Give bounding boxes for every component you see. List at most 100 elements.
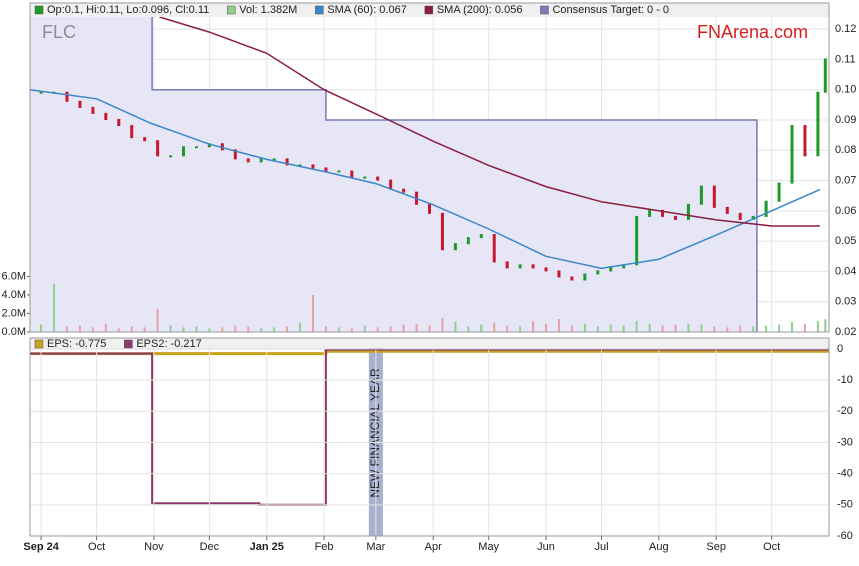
price-bar [259, 158, 263, 163]
volume-bar [415, 323, 418, 332]
volume-bar [570, 325, 573, 332]
price-bar [104, 112, 108, 120]
volume-bar [428, 325, 431, 332]
target-line [151, 17, 758, 332]
volume-bar [143, 327, 146, 332]
volume-bar [622, 325, 625, 332]
price-bar [298, 164, 302, 167]
volume-bar [156, 308, 159, 332]
volume-bar [454, 321, 457, 332]
legend-strip [30, 338, 829, 350]
volume-bar [609, 324, 612, 332]
x-tick-label: Dec [200, 541, 220, 553]
volume-bar [221, 327, 224, 332]
price-bar [324, 167, 328, 172]
y-tick-label: 0 [837, 343, 843, 355]
volume-bar [195, 326, 198, 332]
bottom-frame [29, 337, 830, 537]
volume-bar [91, 327, 94, 332]
bottom-panel [30, 338, 829, 536]
price-bar [725, 206, 729, 214]
price-bar [220, 143, 224, 151]
volume-bar [765, 325, 768, 332]
price-bar [557, 270, 561, 278]
legend-swatch [315, 5, 324, 15]
y-tick-label: -20 [837, 405, 853, 417]
y-tick-label: 0.02 [835, 326, 856, 338]
price-bar [337, 170, 341, 173]
volume-bar [739, 325, 742, 332]
volume-bar [532, 320, 535, 332]
volume-bar [648, 323, 651, 332]
y-tick-label: 0.10 [835, 84, 856, 96]
price-bar [117, 118, 121, 127]
legend-label: Consensus Target: 0 - 0 [552, 4, 669, 16]
price-bar [790, 125, 794, 184]
volume-bar [324, 326, 327, 332]
legend-label: Op:0.1, Hi:0.11, Lo:0.096, Cl:0.11 [47, 4, 209, 16]
volume-bar [311, 294, 314, 332]
legend-swatch [34, 339, 44, 349]
y2-tick-label: 2.0M [2, 307, 26, 319]
price-bar [492, 234, 496, 263]
x-tick-label: Jun [537, 541, 555, 553]
volume-bar [557, 319, 560, 332]
volume-bar [286, 326, 289, 332]
volume-bar [778, 324, 781, 332]
legend-swatch [124, 339, 133, 349]
x-tick-label: Sep [706, 541, 726, 553]
price-bar [246, 158, 250, 163]
price-bar [738, 212, 742, 220]
volume-bar [493, 322, 496, 332]
price-bar [777, 182, 781, 202]
volume-bar [726, 327, 729, 332]
target-area [30, 17, 757, 332]
price-bar [609, 267, 613, 272]
volume-bar [661, 325, 664, 332]
price-bar [272, 158, 276, 161]
price-bar [466, 237, 470, 245]
volume-bar [337, 327, 340, 332]
volume-bar [687, 323, 690, 332]
price-bar [194, 146, 198, 149]
volume-bar [182, 327, 185, 332]
y-tick-label: -60 [837, 530, 853, 542]
volume-bar [506, 325, 509, 332]
y-tick-label: 0.05 [835, 235, 856, 247]
price-bar [311, 164, 315, 169]
y-tick-label: 0.06 [835, 205, 856, 217]
volume-bar [299, 322, 302, 332]
volume-bar [130, 326, 133, 332]
volume-bar [752, 326, 755, 332]
price-bar [505, 261, 509, 269]
volume-bar [583, 323, 586, 332]
price-bar [350, 170, 354, 178]
price-bar [65, 91, 69, 102]
volume-bar [376, 327, 379, 332]
x-tick-label: Sep 24 [23, 541, 59, 553]
price-bar [518, 264, 522, 269]
volume-bar [169, 325, 172, 332]
legend-swatch [424, 5, 434, 15]
price-bar [823, 58, 827, 93]
price-bar [207, 143, 211, 148]
price-bar [583, 273, 587, 281]
volume-bar [803, 323, 806, 332]
volume-bar [674, 324, 677, 332]
price-bar [648, 209, 652, 217]
volume-bar [596, 326, 599, 332]
legend-label: EPS: -0.775 [47, 338, 106, 350]
price-bar [91, 106, 95, 114]
price-bar [130, 125, 134, 139]
price-bar [816, 91, 820, 157]
volume-bar [273, 327, 276, 332]
price-bar [596, 270, 600, 275]
price-bar [764, 200, 768, 217]
volume-bar [208, 328, 211, 332]
legend-label: SMA (60): 0.067 [327, 4, 407, 16]
price-bar [712, 185, 716, 208]
price-bar [570, 276, 574, 281]
price-bar [751, 215, 755, 220]
volume-bar [104, 323, 107, 332]
y2-tick-label: 6.0M [2, 270, 26, 282]
